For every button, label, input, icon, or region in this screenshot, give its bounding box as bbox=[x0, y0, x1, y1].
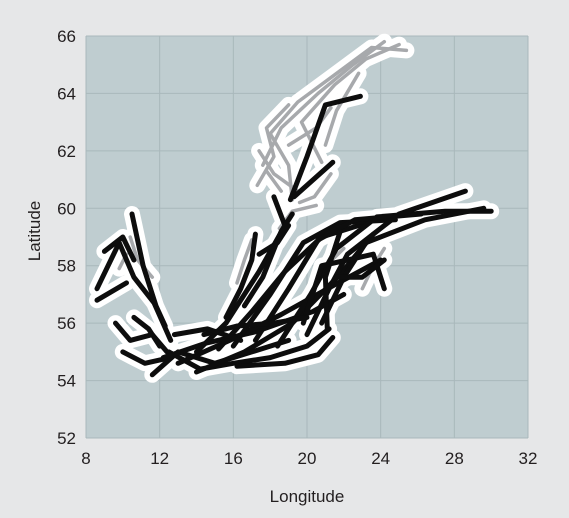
dark-track-8 bbox=[131, 314, 163, 349]
light-track-0 bbox=[268, 45, 409, 202]
dark-track-17 bbox=[275, 208, 494, 349]
dark-track-3 bbox=[94, 240, 174, 343]
y-tick-label-58: 58 bbox=[57, 257, 76, 276]
x-tick-label-32: 32 bbox=[519, 449, 538, 468]
dark-track-23 bbox=[256, 223, 292, 257]
y-tick-labels: 52 54 56 58 60 62 64 66 bbox=[57, 27, 76, 448]
dark-track-29 bbox=[171, 326, 244, 343]
dark-track-10 bbox=[166, 326, 332, 372]
light-track-7 bbox=[264, 169, 283, 193]
dark-track-22 bbox=[241, 211, 295, 309]
y-tick-label-62: 62 bbox=[57, 142, 76, 161]
dark-track-28 bbox=[234, 335, 336, 369]
x-tick-label-12: 12 bbox=[150, 449, 169, 468]
x-tick-label-24: 24 bbox=[371, 449, 390, 468]
light-track-2 bbox=[299, 42, 401, 165]
dark-track-20 bbox=[322, 228, 343, 332]
x-tick-label-8: 8 bbox=[81, 449, 90, 468]
dark-track-1 bbox=[291, 159, 336, 200]
x-tick-label-16: 16 bbox=[224, 449, 243, 468]
y-tick-label-56: 56 bbox=[57, 314, 76, 333]
y-tick-label-60: 60 bbox=[57, 199, 76, 218]
light-ship-tracks bbox=[117, 39, 409, 291]
y-tick-label-54: 54 bbox=[57, 372, 76, 391]
x-tick-label-28: 28 bbox=[445, 449, 464, 468]
dark-track-26 bbox=[223, 231, 258, 320]
y-axis-title: Latitude bbox=[25, 201, 44, 262]
light-track-5 bbox=[323, 71, 361, 147]
dark-track-19 bbox=[319, 205, 487, 326]
y-tick-label-66: 66 bbox=[57, 27, 76, 46]
dark-ship-tracks bbox=[94, 93, 494, 378]
light-track-1 bbox=[261, 39, 387, 167]
y-tick-label-52: 52 bbox=[57, 429, 76, 448]
x-tick-label-20: 20 bbox=[298, 449, 317, 468]
light-track-6 bbox=[297, 172, 333, 205]
y-tick-label-64: 64 bbox=[57, 84, 76, 103]
dark-track-18 bbox=[304, 188, 468, 338]
light-track-4 bbox=[257, 149, 300, 193]
dark-track-4 bbox=[94, 280, 129, 303]
dark-track-0 bbox=[287, 93, 363, 203]
x-axis-title: Longitude bbox=[270, 487, 345, 506]
dark-track-27 bbox=[201, 314, 310, 338]
dark-track-25 bbox=[334, 257, 387, 280]
light-track-9 bbox=[235, 238, 254, 285]
x-tick-labels: 8 12 16 20 24 28 32 bbox=[81, 449, 537, 468]
dark-track-5 bbox=[101, 234, 137, 263]
